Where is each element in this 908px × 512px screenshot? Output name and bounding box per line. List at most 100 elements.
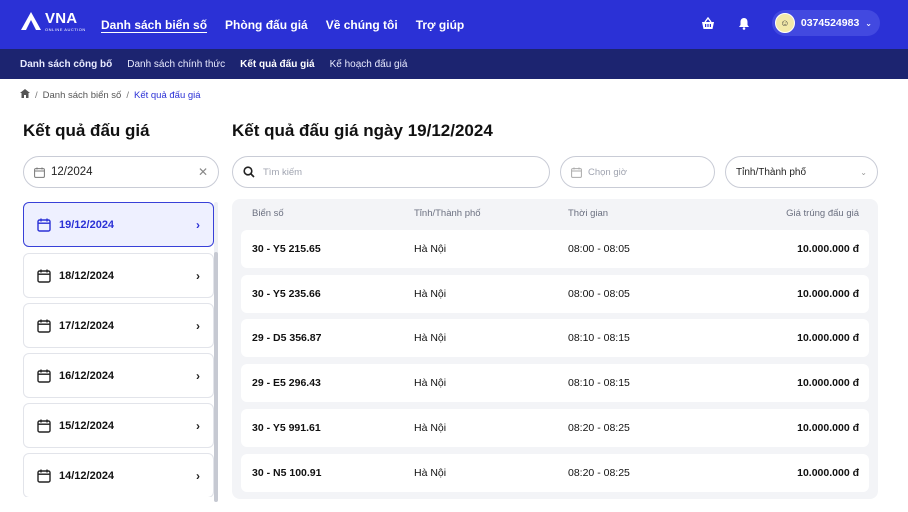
date-item[interactable]: 16/12/2024 ›: [23, 353, 214, 398]
cell-city: Hà Nội: [414, 467, 447, 479]
calendar-icon: [37, 218, 51, 232]
chevron-right-icon: ›: [196, 217, 200, 232]
date-list: 19/12/2024 › 18/12/2024 › 17/12/2024 › 1…: [23, 202, 223, 497]
breadcrumb-separator: /: [35, 89, 38, 101]
chevron-right-icon: ›: [196, 318, 200, 333]
cell-time: 08:10 - 08:15: [568, 332, 630, 344]
nav-item-about[interactable]: Về chúng tôi: [325, 17, 398, 32]
table-header: Biển số Tỉnh/Thành phố Thời gian Giá trú…: [232, 199, 878, 229]
calendar-icon: [37, 369, 51, 383]
breadcrumb-item[interactable]: Danh sách biển số: [42, 89, 122, 101]
date-label: 19/12/2024: [59, 218, 115, 231]
nav-item-plate-list[interactable]: Danh sách biển số: [101, 17, 208, 32]
logo-tagline: ONLINE AUCTION: [45, 27, 86, 32]
cell-plate: 30 - Y5 235.66: [252, 288, 321, 300]
cell-plate: 29 - D5 356.87: [252, 332, 322, 344]
date-label: 15/12/2024: [59, 419, 115, 432]
column-header-price: Giá trúng đấu giá: [786, 208, 859, 219]
cell-time: 08:00 - 08:05: [568, 243, 630, 255]
clear-icon[interactable]: ✕: [197, 165, 208, 179]
main-nav: Danh sách biển số Phòng đấu giá Về chúng…: [101, 0, 482, 49]
cell-city: Hà Nội: [414, 243, 447, 255]
date-item[interactable]: 14/12/2024 ›: [23, 453, 214, 497]
logo-icon: [21, 12, 41, 30]
month-picker[interactable]: 12/2024 ✕: [23, 156, 219, 188]
cell-city: Hà Nội: [414, 288, 447, 300]
cell-price: 10.000.000 đ: [797, 288, 859, 300]
cell-price: 10.000.000 đ: [797, 243, 859, 255]
column-header-city: Tỉnh/Thành phố: [414, 208, 481, 219]
sub-nav: Danh sách công bố Danh sách chính thức K…: [0, 49, 908, 79]
basket-icon[interactable]: [700, 15, 716, 31]
scrollbar-thumb[interactable]: [214, 252, 218, 502]
calendar-icon: [37, 319, 51, 333]
time-placeholder: Chọn giờ: [588, 166, 627, 178]
chevron-right-icon: ›: [196, 468, 200, 483]
cell-price: 10.000.000 đ: [797, 332, 859, 344]
cell-time: 08:00 - 08:05: [568, 288, 630, 300]
date-label: 14/12/2024: [59, 469, 115, 482]
bell-icon[interactable]: [736, 15, 752, 31]
table-row[interactable]: 29 - E5 296.43 Hà Nội 08:10 - 08:15 10.0…: [241, 364, 869, 402]
cell-time: 08:20 - 08:25: [568, 422, 630, 434]
chevron-right-icon: ›: [196, 368, 200, 383]
user-menu[interactable]: ☺ 0374524983 ⌄: [771, 10, 880, 36]
cell-city: Hà Nội: [414, 332, 447, 344]
chevron-right-icon: ›: [196, 268, 200, 283]
breadcrumb-separator: /: [126, 89, 129, 101]
subnav-item-results[interactable]: Kết quả đấu giá: [240, 58, 315, 70]
date-list-scrollbar[interactable]: [214, 202, 218, 502]
cell-time: 08:10 - 08:15: [568, 377, 630, 389]
calendar-icon: [37, 469, 51, 483]
search-placeholder: Tìm kiếm: [263, 166, 303, 178]
city-value: Tỉnh/Thành phố: [736, 166, 807, 178]
date-label: 18/12/2024: [59, 269, 115, 282]
logo[interactable]: VNA ONLINE AUCTION: [20, 10, 85, 32]
calendar-icon: [571, 167, 582, 178]
column-header-time: Thời gian: [568, 208, 609, 219]
left-panel-title: Kết quả đấu giá: [23, 121, 150, 140]
date-label: 17/12/2024: [59, 319, 115, 332]
table-row[interactable]: 30 - Y5 991.61 Hà Nội 08:20 - 08:25 10.0…: [241, 409, 869, 447]
search-input[interactable]: Tìm kiếm: [232, 156, 550, 188]
subnav-item-published[interactable]: Danh sách công bố: [20, 58, 113, 70]
cell-time: 08:20 - 08:25: [568, 467, 630, 479]
table-row[interactable]: 30 - Y5 215.65 Hà Nội 08:00 - 08:05 10.0…: [241, 230, 869, 268]
cell-plate: 30 - Y5 215.65: [252, 243, 321, 255]
page-title: Kết quả đấu giá ngày 19/12/2024: [232, 121, 493, 140]
cell-plate: 30 - N5 100.91: [252, 467, 322, 479]
chevron-down-icon: ⌄: [860, 167, 867, 177]
table-row[interactable]: 30 - Y5 235.66 Hà Nội 08:00 - 08:05 10.0…: [241, 275, 869, 313]
cell-city: Hà Nội: [414, 422, 447, 434]
time-picker[interactable]: Chọn giờ: [560, 156, 715, 188]
nav-item-help[interactable]: Trợ giúp: [415, 17, 465, 32]
chevron-down-icon: ⌄: [865, 18, 872, 28]
cell-plate: 29 - E5 296.43: [252, 377, 321, 389]
avatar: ☺: [774, 13, 795, 33]
table-row[interactable]: 29 - D5 356.87 Hà Nội 08:10 - 08:15 10.0…: [241, 319, 869, 357]
search-icon: [243, 166, 255, 178]
user-phone: 0374524983: [800, 17, 860, 29]
logo-text: VNA: [45, 10, 78, 27]
cell-city: Hà Nội: [414, 377, 447, 389]
city-select[interactable]: Tỉnh/Thành phố ⌄: [725, 156, 878, 188]
top-navbar: VNA ONLINE AUCTION Danh sách biển số Phò…: [0, 0, 908, 49]
date-item[interactable]: 15/12/2024 ›: [23, 403, 214, 448]
nav-item-auction-room[interactable]: Phòng đấu giá: [225, 17, 308, 32]
date-item[interactable]: 19/12/2024 ›: [23, 202, 214, 247]
calendar-icon: [37, 419, 51, 433]
date-item[interactable]: 17/12/2024 ›: [23, 303, 214, 348]
chevron-right-icon: ›: [196, 418, 200, 433]
subnav-item-plan[interactable]: Kế hoạch đấu giá: [329, 58, 408, 70]
home-icon[interactable]: [20, 89, 30, 101]
results-table: Biển số Tỉnh/Thành phố Thời gian Giá trú…: [232, 199, 878, 499]
date-item[interactable]: 18/12/2024 ›: [23, 253, 214, 298]
calendar-icon: [37, 269, 51, 283]
subnav-item-official[interactable]: Danh sách chính thức: [127, 58, 226, 70]
breadcrumb-current: Kết quả đấu giá: [133, 89, 201, 101]
month-value: 12/2024: [51, 166, 93, 178]
column-header-plate: Biển số: [252, 208, 284, 219]
cell-price: 10.000.000 đ: [797, 467, 859, 479]
breadcrumb: / Danh sách biển số / Kết quả đấu giá: [20, 89, 201, 101]
table-row[interactable]: 30 - N5 100.91 Hà Nội 08:20 - 08:25 10.0…: [241, 454, 869, 492]
